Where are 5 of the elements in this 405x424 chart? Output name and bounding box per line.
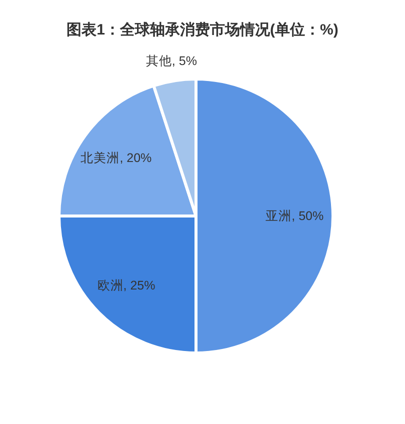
chart-title: 图表1：全球轴承消费市场情况(单位：%): [66, 20, 338, 38]
slice-label: 其他, 5%: [146, 54, 197, 68]
slice-label: 亚洲, 50%: [266, 209, 324, 223]
slice-label: 北美洲, 20%: [80, 150, 152, 166]
slice-label: 欧洲, 25%: [97, 278, 156, 293]
